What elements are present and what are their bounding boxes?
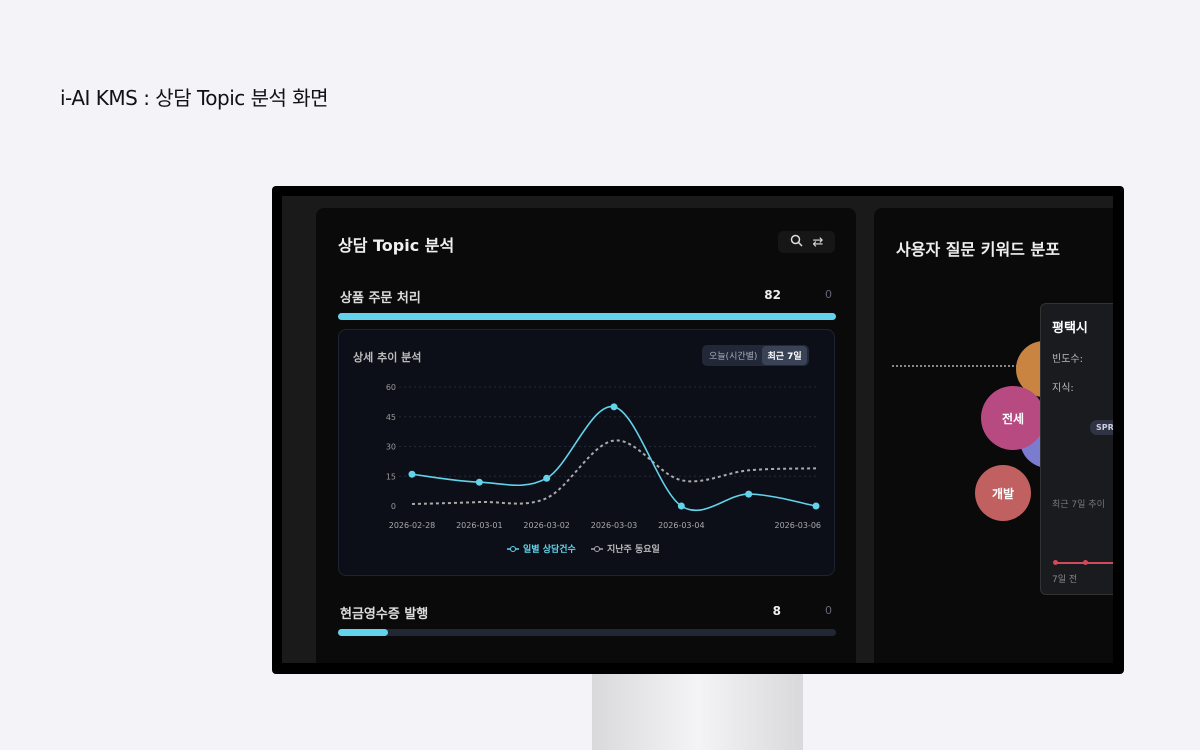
keyword-tooltip: 평택시 빈도수: 지식: SPRI 최근 7일 추이 7일 전 — [1040, 303, 1113, 595]
monitor-stand — [592, 672, 803, 750]
x-tick-label: 2026-03-06 — [775, 521, 822, 530]
topic-delta: 0 — [825, 288, 832, 301]
x-tick-label: 2026-03-03 — [591, 521, 638, 530]
data-point — [475, 478, 483, 486]
legend-marker — [510, 546, 516, 552]
search-icon[interactable] — [790, 234, 803, 251]
topic-count: 8 — [772, 604, 781, 618]
period-toggle: 오늘(시간별) 최근 7일 — [702, 345, 809, 366]
y-tick-label: 45 — [386, 413, 396, 422]
start-label: 7일 전 — [1052, 575, 1078, 585]
monitor: 상담 Topic 분석 ⇄ 상품 주문 처리 82 0 상세 추이 분석 오늘(… — [272, 186, 1124, 674]
panel-title: 사용자 질문 키워드 분포 — [896, 240, 1060, 259]
tooltip-title: 평택시 — [1052, 321, 1088, 336]
y-tick-label: 15 — [386, 472, 396, 481]
panel-title: 상담 Topic 분석 — [338, 236, 455, 255]
series-line — [411, 439, 817, 506]
y-tick-label: 60 — [386, 383, 396, 392]
topic-progress[interactable] — [338, 629, 836, 636]
toggle-today[interactable]: 오늘(시간별) — [709, 352, 758, 362]
series-line — [411, 406, 817, 512]
data-point — [745, 490, 753, 498]
legend-label: 지난주 동요일 — [607, 543, 660, 555]
trend-card: 상세 추이 분석 오늘(시간별) 최근 7일 0 15 30 45 60 2026-02-… — [338, 329, 835, 576]
topic-label: 현금영수증 발행 — [340, 607, 429, 622]
swap-icon[interactable]: ⇄ — [812, 234, 824, 250]
topic-progress[interactable] — [338, 313, 836, 320]
knowledge-label: 지식: — [1052, 383, 1074, 394]
topic-label: 상품 주문 처리 — [340, 291, 421, 306]
keyword-panel: 사용자 질문 키워드 분포 대출 전세 개발 평택시 빈도수: 지식: SPRI… — [874, 208, 1113, 663]
guide-line — [892, 365, 1042, 367]
keyword-bubble[interactable]: 전세 — [981, 386, 1045, 450]
toggle-7days[interactable]: 최근 7일 — [762, 346, 807, 365]
x-tick-label: 2026-03-01 — [456, 521, 503, 530]
keyword-bubble[interactable]: 개발 — [975, 465, 1031, 521]
trend-chart: 0 15 30 45 60 2026-02-28 2026-03-01 2026-03-02 2… — [386, 383, 822, 555]
y-tick-label: 0 — [391, 502, 396, 511]
legend-marker — [594, 546, 600, 552]
screen: 상담 Topic 분석 ⇄ 상품 주문 처리 82 0 상세 추이 분석 오늘(… — [282, 196, 1113, 663]
progress-fill — [338, 629, 388, 636]
toolbar: ⇄ — [778, 231, 835, 253]
mini-trend-point — [1083, 560, 1088, 565]
data-point — [543, 474, 551, 482]
freq-label: 빈도수: — [1052, 354, 1083, 365]
topic-analysis-panel: 상담 Topic 분석 ⇄ 상품 주문 처리 82 0 상세 추이 분석 오늘(… — [316, 208, 856, 663]
progress-fill — [338, 313, 836, 320]
page-title: i-AI KMS : 상담 Topic 분석 화면 — [60, 86, 329, 110]
y-tick-label: 30 — [386, 443, 396, 452]
legend-label: 일별 상담건수 — [523, 543, 576, 555]
topic-count: 82 — [764, 288, 781, 302]
knowledge-tag[interactable]: SPRI — [1090, 420, 1113, 435]
data-point — [677, 502, 685, 510]
mini-trend-point — [1053, 560, 1058, 565]
x-tick-label: 2026-03-02 — [523, 521, 570, 530]
topic-delta: 0 — [825, 604, 832, 617]
data-point — [408, 470, 416, 478]
trend-label: 최근 7일 추이 — [1052, 500, 1105, 510]
card-title: 상세 추이 분석 — [353, 351, 422, 364]
data-point — [610, 403, 618, 411]
x-tick-label: 2026-02-28 — [389, 521, 436, 530]
x-tick-label: 2026-03-04 — [658, 521, 705, 530]
data-point — [812, 502, 820, 510]
